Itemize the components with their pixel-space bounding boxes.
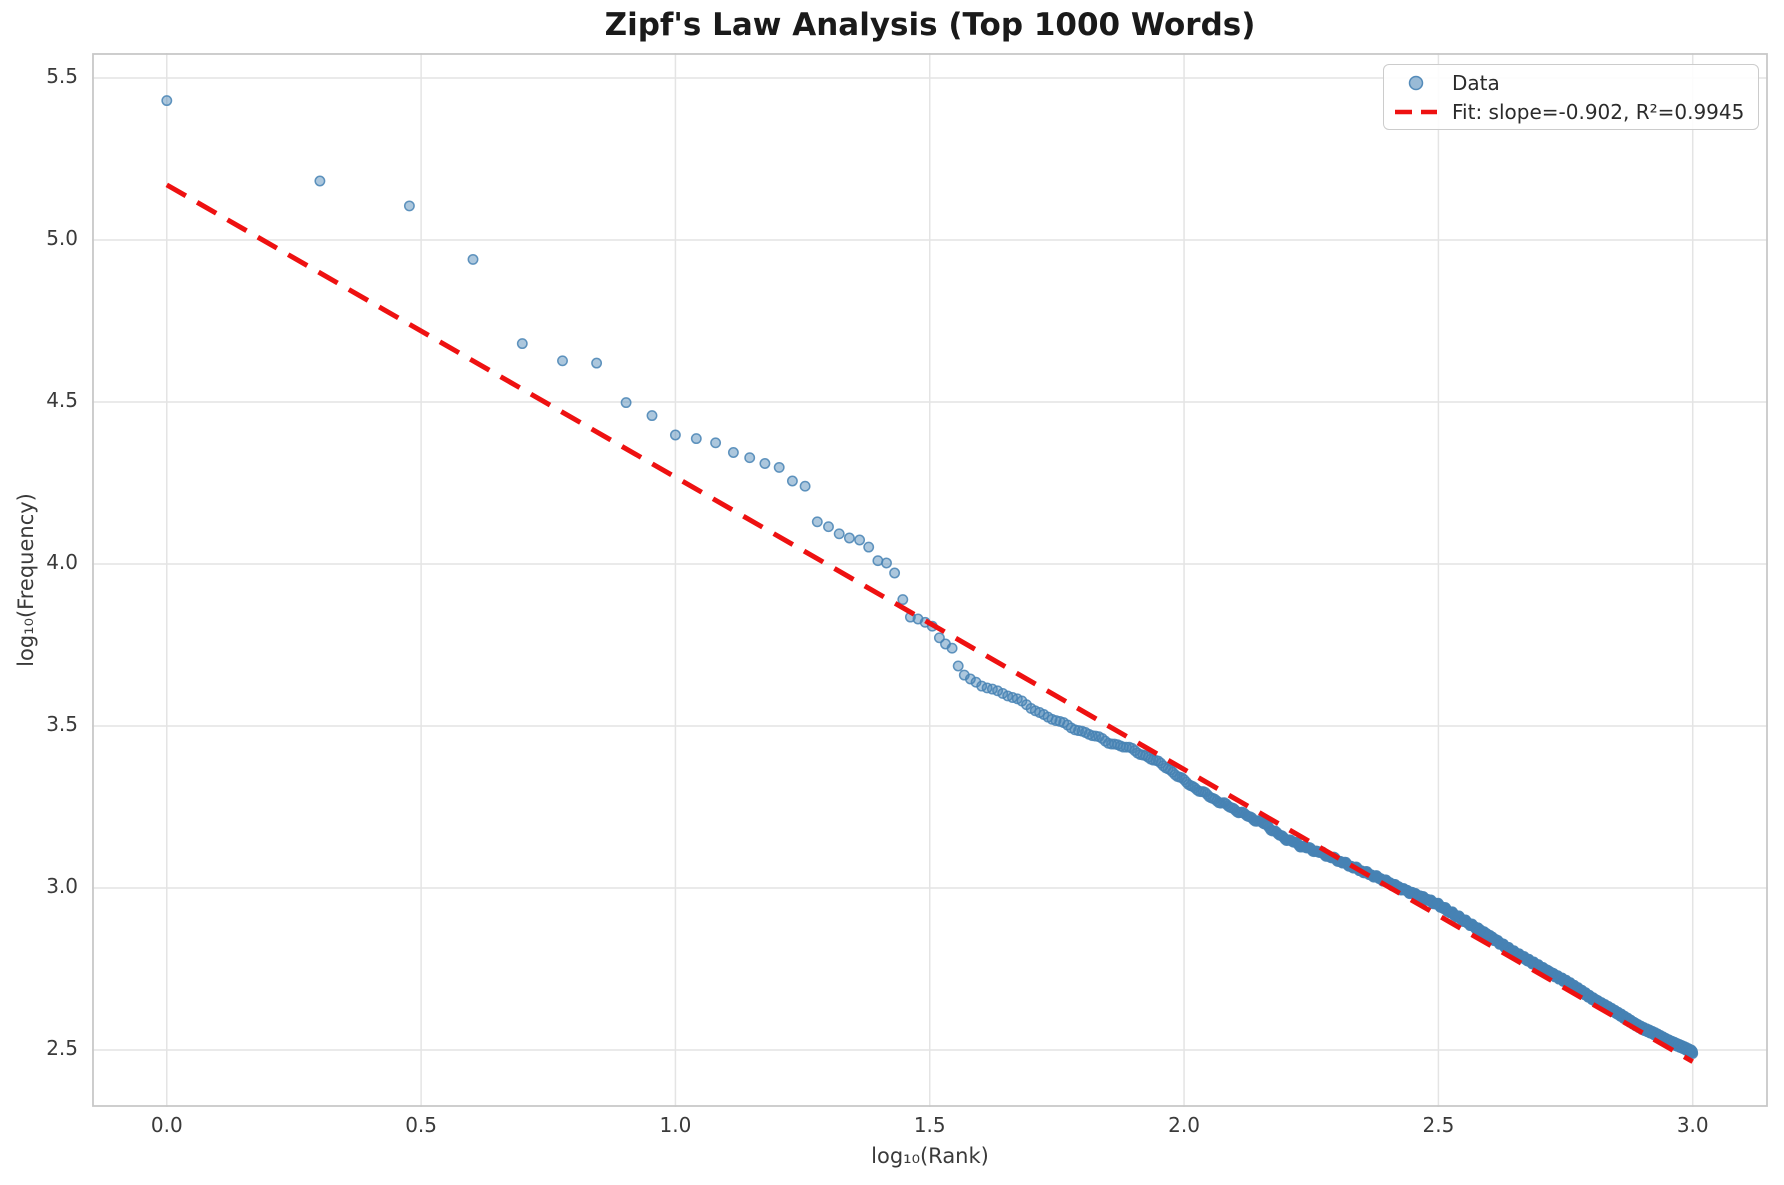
data-point xyxy=(759,458,771,469)
data-point xyxy=(516,338,528,350)
x-tick-label: 2.5 xyxy=(1422,1113,1455,1137)
y-axis-label: log₁₀(Frequency) xyxy=(14,493,38,667)
x-tick-label: 1.5 xyxy=(913,1113,946,1137)
dashed-line-icon xyxy=(1395,109,1437,114)
legend-entry-data: Data xyxy=(1392,69,1750,96)
data-point xyxy=(646,410,658,422)
legend-sample-fit xyxy=(1394,101,1438,123)
x-tick-label: 0.5 xyxy=(405,1113,437,1137)
legend-sample-data xyxy=(1394,72,1438,94)
data-point xyxy=(727,447,739,458)
data-point xyxy=(557,355,568,367)
data-point xyxy=(881,557,892,569)
legend-label-data: Data xyxy=(1452,70,1500,95)
data-point xyxy=(669,429,681,441)
y-tick-label: 4.5 xyxy=(46,387,78,412)
data-point xyxy=(620,397,632,409)
plot-border xyxy=(92,53,1768,1107)
data-point xyxy=(952,660,964,672)
legend: Data Fit: slope=-0.902, R²=0.9945 xyxy=(1383,64,1759,130)
data-point xyxy=(889,567,901,579)
data-point xyxy=(992,685,1004,697)
data-point xyxy=(710,437,722,449)
x-tick-label: 2.0 xyxy=(1168,1113,1200,1137)
data-point xyxy=(1687,1048,1699,1059)
x-tick-label: 0.0 xyxy=(150,1113,183,1137)
data-point xyxy=(964,673,976,685)
data-point xyxy=(467,253,479,265)
data-point xyxy=(897,594,909,606)
data-point xyxy=(591,357,603,369)
x-tick-label: 3.0 xyxy=(1676,1113,1709,1137)
y-tick-label: 3.0 xyxy=(46,873,78,898)
y-tick-label: 4.0 xyxy=(46,549,78,574)
y-tick-label: 3.5 xyxy=(46,711,78,736)
data-point xyxy=(863,541,875,553)
data-point xyxy=(314,175,326,187)
fit-line xyxy=(165,182,1694,1064)
x-axis-label: log₁₀(Rank) xyxy=(871,1144,989,1168)
data-point xyxy=(823,521,834,533)
plot-canvas xyxy=(92,53,1768,1107)
data-point xyxy=(161,95,173,107)
y-tick-label: 5.5 xyxy=(46,63,78,88)
data-point xyxy=(997,687,1009,699)
data-point xyxy=(773,461,785,473)
data-marker-icon xyxy=(1408,75,1424,90)
plot-area xyxy=(92,53,1768,1107)
data-point xyxy=(854,534,866,546)
y-tick-label: 2.5 xyxy=(46,1035,78,1060)
data-point xyxy=(843,532,855,544)
legend-label-fit: Fit: slope=-0.902, R²=0.9945 xyxy=(1452,99,1745,124)
x-tick-label: 1.0 xyxy=(659,1113,692,1137)
data-point xyxy=(744,452,756,464)
data-point xyxy=(799,480,811,492)
data-point xyxy=(946,642,958,654)
data-point xyxy=(833,528,845,540)
data-point xyxy=(786,475,798,487)
data-point xyxy=(690,433,702,445)
data-point xyxy=(403,200,415,212)
legend-entry-fit: Fit: slope=-0.902, R²=0.9945 xyxy=(1392,98,1750,125)
data-point xyxy=(811,516,823,528)
y-tick-label: 5.0 xyxy=(46,225,78,250)
chart-title: Zipf's Law Analysis (Top 1000 Words) xyxy=(604,7,1256,43)
